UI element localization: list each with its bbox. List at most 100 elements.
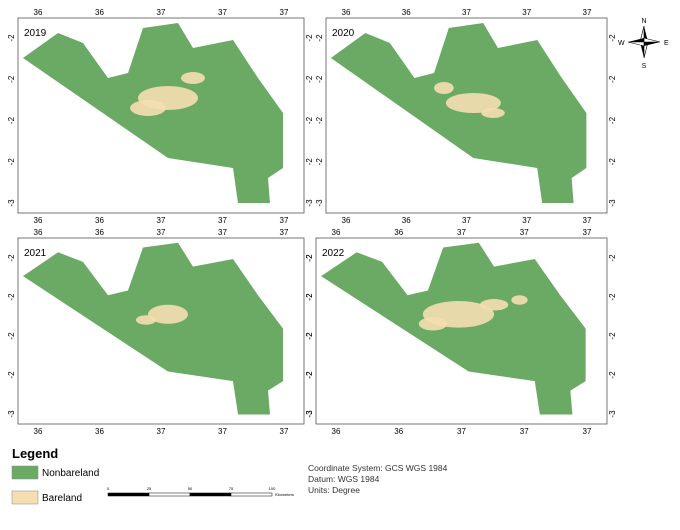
south-label: S: [642, 63, 647, 70]
map-panel: 2020 36 36 36 36 37 37 37 37 37 37 -2 -2 -2 -2 -2 -2 -2 -2…: [315, 8, 617, 225]
left-coordinate-label: -3: [315, 199, 324, 207]
bottom-coordinate-label: 37: [157, 427, 166, 436]
bareland-patch: [418, 317, 448, 331]
bottom-coordinate-label: 37: [218, 216, 227, 225]
bottom-coordinate-label: 37: [280, 216, 289, 225]
top-coordinate-label: 37: [280, 228, 289, 237]
top-coordinate-label: 37: [157, 8, 166, 17]
coordinate-info: Coordinate System: GCS WGS 1984: [308, 463, 448, 473]
north-label: N: [641, 18, 646, 25]
scale-bar-unit: Kilometers: [275, 492, 294, 497]
map-panel: 2022 36 36 36 36 37 37 37 37 37 37 -2 -2 -2 -2 -2 -2 -2 -2…: [305, 228, 617, 436]
study-area: [321, 242, 586, 415]
right-coordinate-label: -2: [305, 158, 314, 166]
right-coordinate-label: -2: [608, 254, 617, 262]
left-coordinate-label: -2: [7, 254, 16, 262]
top-coordinate-label: 37: [583, 228, 592, 237]
west-label: W: [618, 40, 625, 47]
scale-bar-label: 50: [188, 486, 193, 491]
bottom-coordinate-label: 36: [34, 216, 43, 225]
bareland-patch: [130, 100, 166, 116]
left-coordinate-label: -2: [315, 34, 324, 42]
top-coordinate-label: 37: [520, 228, 529, 237]
scale-bar-label: 75: [229, 486, 234, 491]
left-coordinate-label: -2: [7, 332, 16, 340]
right-coordinate-label: -2: [305, 75, 314, 83]
bottom-coordinate-label: 37: [457, 427, 466, 436]
legend-title: Legend: [12, 446, 58, 461]
right-coordinate-label: -2: [608, 293, 617, 301]
top-coordinate-label: 36: [34, 8, 43, 17]
bottom-coordinate-label: 36: [34, 427, 43, 436]
coordinate-info: Datum: WGS 1984: [308, 474, 380, 484]
right-coordinate-label: -3: [305, 199, 314, 207]
bottom-coordinate-label: 37: [583, 216, 592, 225]
right-coordinate-label: -3: [608, 199, 617, 207]
top-coordinate-label: 36: [95, 228, 104, 237]
left-coordinate-label: -2: [7, 34, 16, 42]
bareland-patch: [181, 72, 205, 84]
left-coordinate-label: -2: [305, 371, 314, 379]
bottom-coordinate-label: 37: [157, 216, 166, 225]
top-coordinate-label: 37: [522, 8, 531, 17]
bottom-coordinate-label: 37: [583, 427, 592, 436]
right-coordinate-label: -2: [608, 34, 617, 42]
bottom-coordinate-label: 36: [95, 216, 104, 225]
right-coordinate-label: -3: [305, 410, 314, 418]
bareland-patch: [511, 295, 528, 305]
left-coordinate-label: -3: [305, 410, 314, 418]
right-coordinate-label: -2: [608, 332, 617, 340]
study-area: [330, 23, 587, 203]
right-coordinate-label: -2: [608, 371, 617, 379]
bottom-coordinate-label: 37: [522, 216, 531, 225]
top-coordinate-label: 36: [394, 228, 403, 237]
bottom-coordinate-label: 36: [394, 427, 403, 436]
left-coordinate-label: -2: [7, 116, 16, 124]
right-coordinate-label: -2: [608, 75, 617, 83]
top-coordinate-label: 37: [218, 8, 227, 17]
scale-bar-segment: [148, 492, 191, 497]
top-coordinate-label: 37: [157, 228, 166, 237]
right-coordinate-label: -2: [608, 116, 617, 124]
bottom-coordinate-label: 36: [332, 427, 341, 436]
left-coordinate-label: -2: [315, 158, 324, 166]
north-arrow: N S E W: [618, 18, 669, 70]
panel-year: 2022: [322, 248, 345, 259]
bottom-coordinate-label: 36: [95, 427, 104, 436]
right-coordinate-label: -2: [608, 158, 617, 166]
legend-swatch: [11, 490, 39, 505]
right-coordinate-label: -2: [305, 34, 314, 42]
right-coordinate-label: -3: [608, 410, 617, 418]
right-coordinate-label: -2: [305, 293, 314, 301]
bareland-patch: [148, 304, 188, 324]
bottom-coordinate-label: 36: [402, 216, 411, 225]
bottom-coordinate-label: 37: [462, 216, 471, 225]
top-coordinate-label: 37: [462, 8, 471, 17]
scale-bar-segment: [189, 492, 232, 497]
scale-bar-segment: [107, 492, 150, 497]
panel-year: 2019: [24, 28, 47, 39]
study-area: [23, 242, 283, 415]
left-coordinate-label: -2: [315, 116, 324, 124]
bottom-coordinate-label: 37: [280, 427, 289, 436]
east-label: E: [664, 40, 669, 47]
right-coordinate-label: -2: [305, 254, 314, 262]
scale-bar-label: 0: [107, 486, 110, 491]
top-coordinate-label: 36: [95, 8, 104, 17]
scale-bar-label: 100: [269, 486, 276, 491]
bareland-patch: [445, 93, 501, 113]
top-coordinate-label: 36: [402, 8, 411, 17]
left-coordinate-label: -2: [7, 158, 16, 166]
map-panel: 2019 36 36 36 36 37 37 37 37 37 37 -2 -2 -2 -2 -2 -2 -2 -2…: [7, 8, 314, 225]
right-coordinate-label: -2: [305, 116, 314, 124]
left-coordinate-label: -2: [7, 293, 16, 301]
right-coordinate-label: -2: [305, 332, 314, 340]
left-coordinate-label: -2: [305, 293, 314, 301]
bareland-patch: [479, 299, 509, 311]
legend-label: Bareland: [42, 493, 82, 504]
left-coordinate-label: -2: [305, 254, 314, 262]
left-coordinate-label: -2: [305, 332, 314, 340]
top-coordinate-label: 37: [583, 8, 592, 17]
top-coordinate-label: 37: [218, 228, 227, 237]
